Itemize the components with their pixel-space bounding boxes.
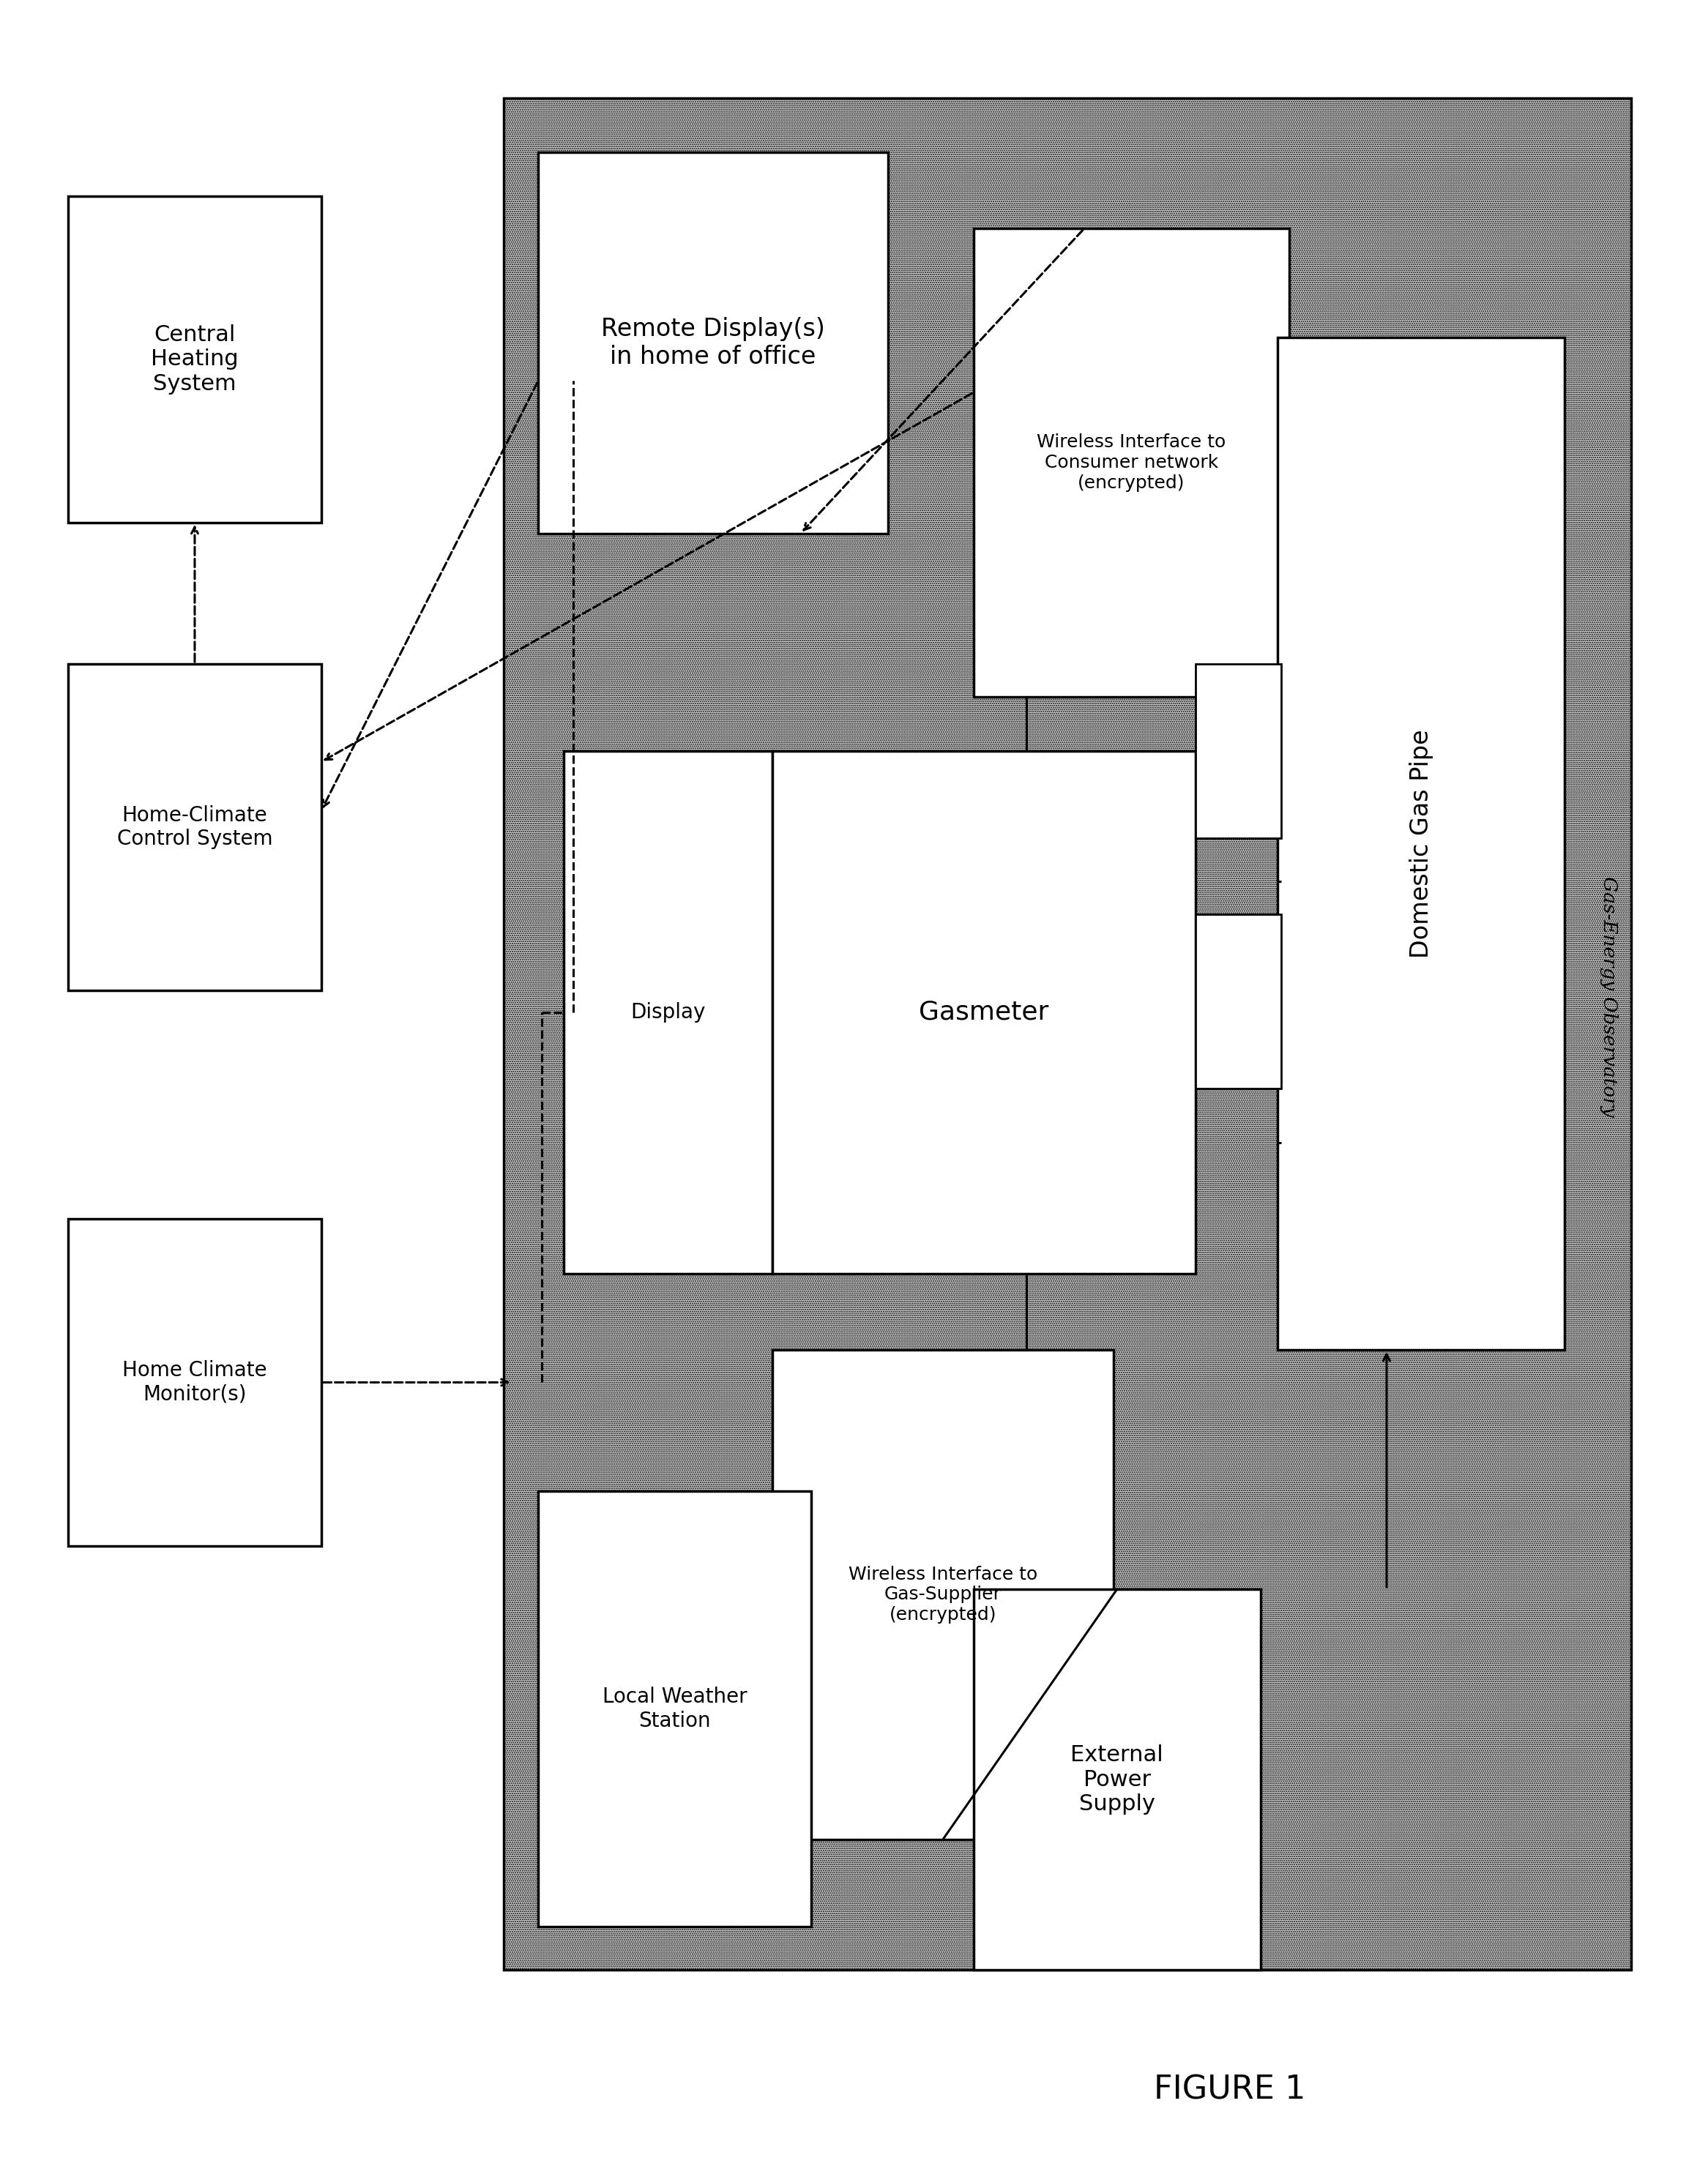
Text: Local Weather
Station: Local Weather Station	[603, 1687, 746, 1731]
Bar	[68, 1219, 321, 1546]
Text: Home-Climate
Control System: Home-Climate Control System	[116, 805, 273, 849]
Bar	[538, 152, 888, 533]
Bar	[538, 1491, 811, 1927]
Bar	[504, 98, 1631, 1970]
Text: Wireless Interface to
Gas-Supplier
(encrypted): Wireless Interface to Gas-Supplier (encr…	[849, 1565, 1037, 1624]
Bar	[974, 229, 1290, 697]
Bar	[1196, 914, 1281, 1088]
Text: Display: Display	[630, 1001, 705, 1023]
Text: Domestic Gas Pipe: Domestic Gas Pipe	[1409, 729, 1433, 958]
Bar	[68, 664, 321, 991]
Bar	[68, 196, 321, 522]
Bar	[1278, 337, 1565, 1350]
Text: Central
Heating
System: Central Heating System	[150, 324, 239, 394]
Bar	[564, 751, 772, 1274]
Text: Gas-Energy Observatory: Gas-Energy Observatory	[1600, 877, 1617, 1117]
Text: Wireless Interface to
Consumer network
(encrypted): Wireless Interface to Consumer network (…	[1037, 433, 1226, 492]
Text: External
Power
Supply: External Power Supply	[1071, 1744, 1163, 1816]
Text: Remote Display(s)
in home of office: Remote Display(s) in home of office	[601, 318, 825, 368]
Text: Gasmeter: Gasmeter	[919, 999, 1049, 1025]
Text: Home Climate
Monitor(s): Home Climate Monitor(s)	[123, 1361, 266, 1404]
Text: FIGURE 1: FIGURE 1	[1155, 2075, 1305, 2105]
Bar	[974, 1589, 1261, 1970]
Bar	[772, 1350, 1114, 1840]
Bar	[772, 751, 1196, 1274]
Bar	[1196, 664, 1281, 838]
